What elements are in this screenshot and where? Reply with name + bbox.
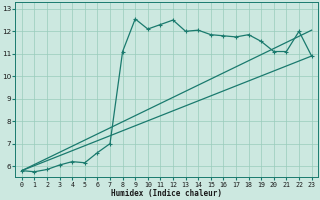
X-axis label: Humidex (Indice chaleur): Humidex (Indice chaleur) <box>111 189 222 198</box>
